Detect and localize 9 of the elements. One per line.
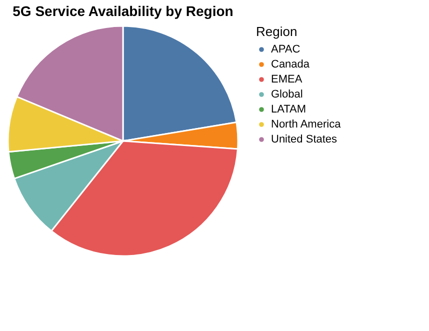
legend-label: United States bbox=[271, 134, 338, 146]
legend-label: Global bbox=[271, 88, 303, 100]
legend-label: Canada bbox=[271, 58, 310, 70]
legend-label: North America bbox=[271, 118, 342, 130]
legend-title: Region bbox=[256, 24, 298, 39]
chart-title: 5G Service Availability by Region bbox=[12, 3, 234, 19]
legend-label: APAC bbox=[271, 44, 300, 56]
legend-label: LATAM bbox=[271, 104, 306, 116]
legend-label: EMEA bbox=[271, 74, 303, 86]
